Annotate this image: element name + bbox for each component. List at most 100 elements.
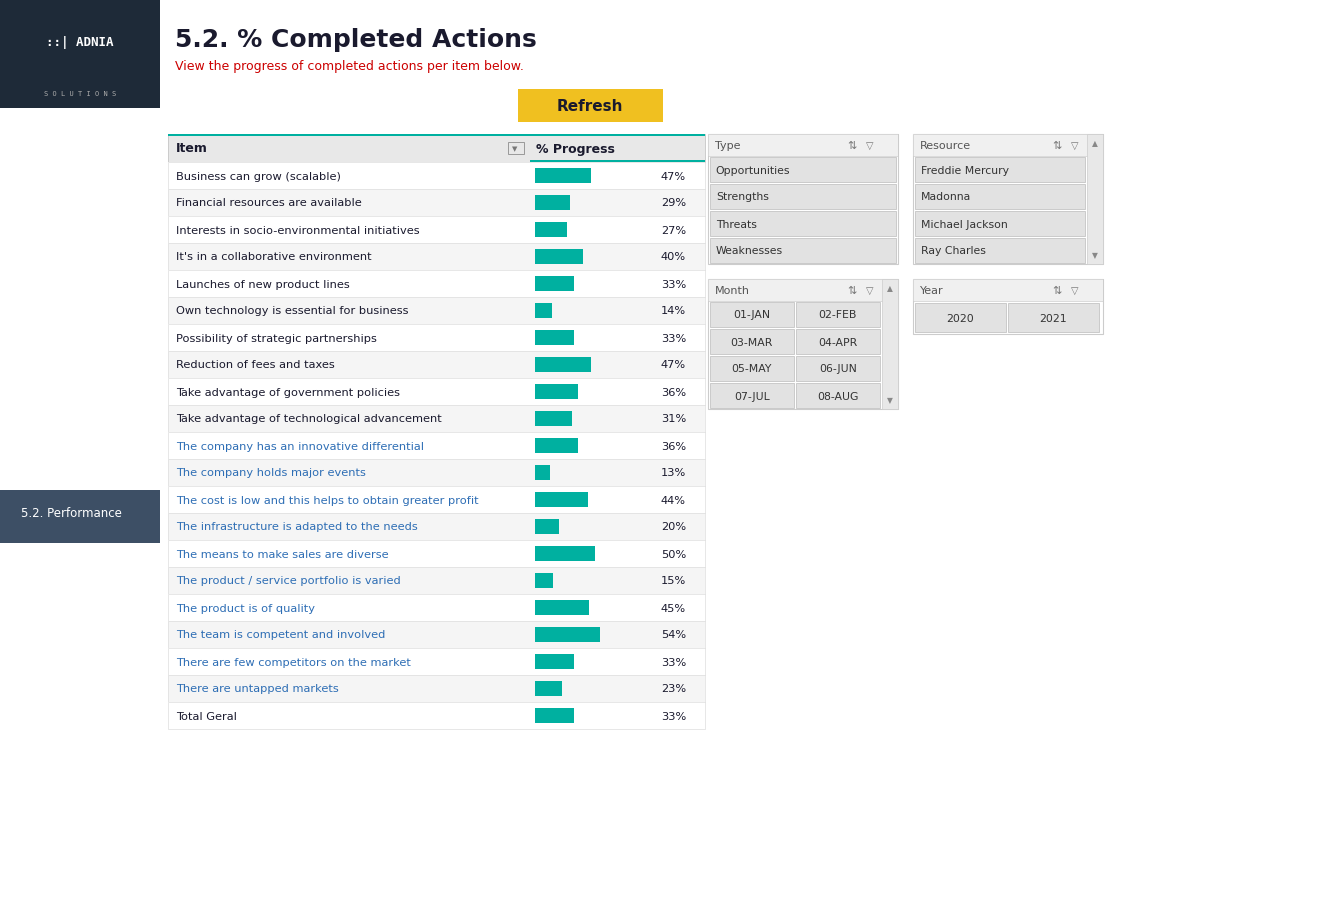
Text: 29%: 29% (661, 199, 686, 209)
Bar (168, 540, 705, 568)
Bar (795, 356, 880, 382)
Bar (912, 135, 1103, 157)
Bar (530, 161, 705, 163)
Bar (535, 708, 574, 723)
Bar (168, 486, 705, 514)
Text: 5.2. % Completed Actions: 5.2. % Completed Actions (174, 28, 537, 52)
Text: Item: Item (176, 142, 208, 156)
Text: 50%: 50% (661, 549, 686, 558)
Bar (168, 405, 705, 433)
Bar (168, 324, 705, 352)
Text: ▲: ▲ (1092, 139, 1098, 148)
Text: % Progress: % Progress (535, 142, 614, 156)
Text: 54%: 54% (661, 630, 686, 640)
Text: 01-JAN: 01-JAN (734, 310, 770, 320)
Bar (168, 244, 705, 271)
Text: 47%: 47% (661, 360, 686, 370)
Bar (707, 135, 898, 157)
Text: ::| ADNIA: ::| ADNIA (47, 36, 113, 49)
Bar (168, 433, 705, 459)
Text: 2020: 2020 (947, 313, 974, 323)
Text: The means to make sales are diverse: The means to make sales are diverse (176, 549, 389, 558)
Text: The product is of quality: The product is of quality (176, 603, 314, 613)
Text: 3. Swot: 3. Swot (9, 259, 53, 271)
Text: View the progress of completed actions per item below.: View the progress of completed actions p… (174, 60, 523, 73)
Text: Business can grow (scalable): Business can grow (scalable) (176, 171, 341, 181)
Bar (535, 628, 599, 642)
Text: Possibility of strategic partnerships: Possibility of strategic partnerships (176, 333, 377, 343)
Text: 33%: 33% (661, 279, 686, 289)
Bar (882, 280, 898, 410)
Bar (912, 280, 1103, 334)
Text: 14%: 14% (661, 306, 686, 316)
Bar (535, 331, 574, 345)
Bar (168, 540, 705, 568)
Bar (710, 211, 896, 237)
Text: S O L U T I O N S: S O L U T I O N S (44, 91, 116, 97)
Bar (168, 298, 705, 324)
Text: 45%: 45% (661, 603, 686, 613)
Bar (912, 135, 1103, 265)
Text: The cost is low and this helps to obtain greater profit: The cost is low and this helps to obtain… (176, 495, 478, 505)
Text: 31%: 31% (661, 414, 686, 424)
Text: Type: Type (715, 141, 741, 151)
Bar (710, 158, 896, 183)
Text: 23%: 23% (661, 684, 686, 694)
Bar (0, 490, 160, 543)
Bar (168, 649, 705, 675)
Bar (710, 330, 794, 354)
Bar (168, 352, 705, 379)
Bar (535, 250, 583, 264)
Text: Freddie Mercury: Freddie Mercury (920, 165, 1008, 175)
Bar (795, 302, 880, 328)
Text: 05-MAY: 05-MAY (731, 364, 773, 374)
Bar (168, 271, 705, 298)
Bar (535, 223, 567, 238)
Text: Threats: Threats (715, 220, 757, 230)
Text: ▼: ▼ (511, 146, 517, 152)
Text: ▽: ▽ (866, 286, 874, 296)
Bar (915, 303, 1006, 333)
Text: Own technology is essential for business: Own technology is essential for business (176, 306, 409, 316)
Text: Total Geral: Total Geral (176, 711, 237, 721)
Bar (535, 466, 550, 480)
Text: 36%: 36% (661, 441, 686, 451)
Text: The company holds major events: The company holds major events (176, 468, 366, 478)
Text: 1. Settings: 1. Settings (9, 135, 73, 148)
Bar (168, 217, 705, 244)
Text: It's in a collaborative environment: It's in a collaborative environment (176, 252, 372, 262)
Bar (535, 384, 578, 400)
Bar (168, 135, 705, 137)
Bar (710, 302, 794, 328)
Text: Reduction of fees and taxes: Reduction of fees and taxes (176, 360, 334, 370)
Text: The team is competent and involved: The team is competent and involved (176, 630, 385, 640)
Bar (535, 600, 589, 615)
Bar (507, 143, 523, 155)
Text: 40%: 40% (661, 252, 686, 262)
Bar (168, 433, 705, 459)
Bar (912, 280, 1103, 302)
Text: Interests in socio-environmental initiatives: Interests in socio-environmental initiat… (176, 225, 420, 235)
Bar (915, 211, 1084, 237)
Bar (915, 158, 1084, 183)
Bar (168, 298, 705, 324)
Text: 07-JUL: 07-JUL (734, 391, 770, 401)
Text: Year: Year (920, 286, 943, 296)
Text: 13%: 13% (661, 468, 686, 478)
Bar (0, 0, 160, 109)
Text: 6. Dashboard: 6. Dashboard (9, 568, 89, 581)
Bar (168, 621, 705, 649)
Text: Opportunities: Opportunities (715, 165, 790, 175)
Bar (1087, 135, 1103, 265)
Bar (1008, 303, 1099, 333)
Bar (168, 244, 705, 271)
Text: 36%: 36% (661, 387, 686, 397)
Bar (710, 185, 896, 210)
Bar (535, 412, 571, 426)
Text: 5.2. Performance: 5.2. Performance (21, 507, 121, 519)
Bar (168, 568, 705, 594)
Text: ▽: ▽ (1071, 286, 1079, 296)
Bar (168, 649, 705, 675)
Text: 15%: 15% (661, 576, 686, 586)
Text: ⇅: ⇅ (848, 286, 858, 296)
